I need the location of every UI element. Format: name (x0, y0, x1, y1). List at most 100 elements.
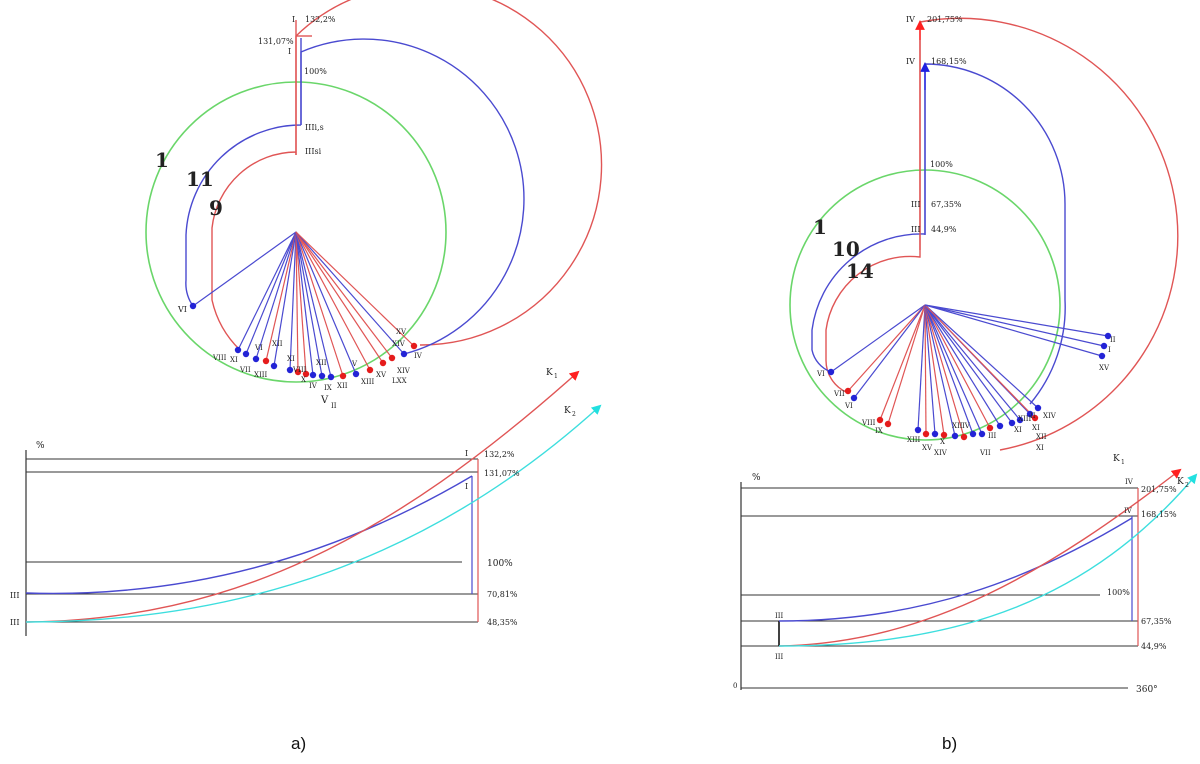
red-curve-chart-a (25, 370, 580, 623)
k1-sub-b: 1 (1121, 459, 1125, 466)
spoke-point-a (234, 346, 242, 354)
caption-a: a) (291, 734, 306, 753)
bottom-label-a: VIII (212, 354, 227, 362)
k1-sub-a: 1 (554, 373, 558, 380)
spoke-point-b (996, 422, 1004, 430)
bottom-label-a: X (301, 376, 306, 384)
spoke-b (924, 304, 965, 438)
label-iii-b-b: III (911, 225, 920, 234)
label-vi-a: VI (177, 305, 187, 314)
label-168-b: 168,15% (931, 57, 967, 66)
curve-number-1-b: 1 (813, 215, 827, 239)
panel-a-polar: I 132,2% 131,07% I 100% IIIi,s IIIsi 1 1… (145, 0, 603, 410)
red-curve-b (825, 17, 1179, 451)
label-v-sub-a: II (331, 402, 337, 410)
blue-curve-b (811, 63, 1066, 405)
spokes-a (189, 231, 418, 381)
left-labels-b: VI VII VI (816, 370, 853, 410)
spoke-point-b (1034, 404, 1042, 412)
spoke-a (295, 231, 299, 373)
label-100-a: 100% (304, 67, 327, 76)
spoke-b (887, 304, 926, 425)
bottom-label-a: VI (254, 344, 263, 352)
percent-label-a: % (36, 441, 45, 451)
bottom-label-a: IV (309, 382, 318, 390)
right-label-b: II (1110, 336, 1116, 344)
k2-sub-a: 2 (572, 411, 576, 418)
spoke-point-b (1104, 332, 1112, 340)
bottom-label-a: XI (230, 356, 238, 364)
label-iv-a-b: IV (906, 15, 915, 24)
bottom-label-a: IX (324, 384, 332, 392)
spoke-a (255, 231, 297, 360)
chart-100-b: 100% (1107, 588, 1130, 597)
spoke-b (924, 304, 1013, 424)
spoke-b (830, 304, 926, 373)
k2-label-b: K (1177, 477, 1184, 487)
k2-label-a: K (564, 406, 571, 416)
spoke-point-b (914, 426, 922, 434)
spoke-point-a (379, 359, 387, 367)
label-v-a: V (320, 395, 329, 406)
bottom-label-a: VIII (292, 366, 307, 374)
curve-number-11-a: 11 (186, 167, 214, 191)
spoke-point-a (410, 342, 418, 350)
spoke-point-a (400, 350, 408, 358)
spokes-b (827, 304, 1112, 441)
chart-168-b: 168,15% (1141, 510, 1177, 519)
bottom-label-b: VII (979, 449, 991, 457)
bottom-label-a: XI (287, 355, 295, 363)
spoke-b (924, 304, 1105, 347)
spoke-a (192, 231, 297, 307)
spoke-point-a (189, 302, 197, 310)
spoke-point-a (286, 366, 294, 374)
label-131-a: 131,07% (258, 37, 294, 46)
spoke-point-a (339, 372, 347, 380)
bottom-label-b: XIV (934, 449, 948, 457)
label-132-a: 132,2% (305, 15, 336, 24)
spoke-point-b (827, 368, 835, 376)
spoke-b (847, 304, 926, 392)
spoke-point-b (931, 430, 939, 438)
chart-70-a: 70,81% (487, 590, 518, 599)
blue-curve-chart-a (25, 475, 473, 595)
spoke-b (853, 304, 926, 399)
chart-i-top-a: I (465, 449, 468, 458)
spoke-b (924, 304, 1109, 337)
label-iv-b-b: IV (906, 57, 915, 66)
bottom-label-a: XIV (397, 367, 411, 375)
spoke-point-a (388, 354, 396, 362)
bottom-label-a: XII (272, 340, 283, 348)
bottom-label-a: IV (414, 352, 423, 360)
spoke-b (924, 304, 1039, 409)
spoke-point-a (352, 370, 360, 378)
label-201-b: 201,75% (927, 15, 963, 24)
chart-360-b: 360° (1136, 685, 1158, 695)
spoke-b (924, 304, 1103, 357)
label-67-b: 67,35% (931, 200, 962, 209)
bottom-label-a: V (351, 360, 358, 368)
chart-44-b: 44,9% (1141, 642, 1167, 651)
spoke-a (295, 231, 357, 375)
spoke-point-b (884, 420, 892, 428)
k1-label-a: K (546, 368, 553, 378)
cyan-curve-chart-a (25, 404, 602, 623)
chart-i-mid-a: I (465, 482, 468, 491)
bottom-label-b: XIII (907, 436, 921, 444)
spoke-b (879, 304, 926, 421)
spoke-a (295, 231, 405, 355)
spoke-b (924, 304, 1001, 427)
spoke-a (295, 231, 415, 347)
bottom-label-b: VIII (861, 419, 876, 427)
label-i-b-a: I (288, 47, 291, 56)
left-label-b: VII (833, 390, 845, 398)
caption-b: b) (942, 734, 957, 753)
label-44-b: 44,9% (931, 225, 957, 234)
bottom-label-a: XV (376, 371, 387, 379)
zero-label-b: 0 (733, 682, 737, 690)
spoke-point-b (1098, 352, 1106, 360)
right-label-b: I (1108, 346, 1111, 354)
right-label-b: XV (1099, 364, 1110, 372)
